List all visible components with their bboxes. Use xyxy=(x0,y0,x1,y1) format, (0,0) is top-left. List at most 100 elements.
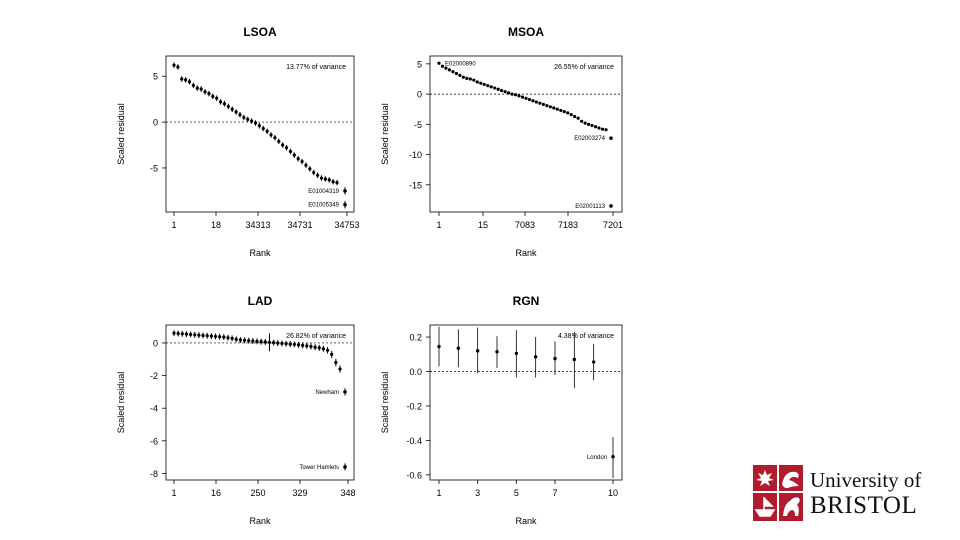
lsoa-data-point xyxy=(292,153,296,157)
lsoa-data-point xyxy=(323,177,327,181)
lsoa-data-point xyxy=(250,119,254,123)
rgn-x-tick-label: 5 xyxy=(514,488,519,498)
lad-data-point xyxy=(284,342,288,346)
msoa-x-axis-label: Rank xyxy=(515,248,537,258)
lad-data-point xyxy=(201,333,205,338)
msoa-data-point xyxy=(520,95,525,99)
msoa-y-tick-label: -15 xyxy=(409,180,422,190)
lad-data-point xyxy=(313,345,317,349)
rgn-y-tick-label: -0.2 xyxy=(406,401,422,411)
lad-data-point xyxy=(325,348,330,352)
msoa-data-point xyxy=(534,100,539,104)
lad-data-point xyxy=(276,341,280,345)
lsoa-data-point xyxy=(246,117,250,121)
logo-wordmark: University of BRISTOL xyxy=(810,470,921,519)
msoa-data-point xyxy=(503,90,507,94)
lad-outlier-point xyxy=(343,390,347,394)
lsoa-data-point xyxy=(203,90,207,94)
msoa-data-point xyxy=(500,88,504,93)
lsoa-data-point xyxy=(327,178,331,182)
msoa-y-tick-label: -5 xyxy=(414,120,422,130)
rgn-data-point xyxy=(514,351,519,356)
lad-data-point xyxy=(292,342,296,347)
lsoa-data-point xyxy=(253,121,258,125)
lad-data-point xyxy=(338,367,342,371)
msoa-x-tick-label: 7183 xyxy=(558,220,578,230)
rgn-data-point xyxy=(591,360,596,364)
msoa-data-point xyxy=(493,86,497,90)
crest-sun-icon xyxy=(756,470,774,486)
lsoa-data-point xyxy=(300,159,304,164)
rgn-data-point xyxy=(475,349,480,353)
rgn-data-point xyxy=(495,349,499,354)
lad-x-tick-label: 329 xyxy=(292,488,307,498)
msoa-data-point xyxy=(590,123,594,128)
rgn-x-axis-label: Rank xyxy=(515,516,537,526)
lad-data-point xyxy=(296,343,301,347)
rgn-outlier-label: London xyxy=(587,455,607,461)
lsoa-data-point xyxy=(215,96,219,100)
lad-data-point xyxy=(222,335,226,339)
rgn-title: RGN xyxy=(513,294,540,308)
lsoa-data-point xyxy=(180,77,184,81)
msoa-y-axis-label: Scaled residual xyxy=(380,103,390,165)
lad-data-point xyxy=(305,344,309,348)
msoa-data-point xyxy=(545,103,549,108)
lad-data-point xyxy=(218,335,222,339)
rgn-y-axis-label: Scaled residual xyxy=(380,372,390,434)
msoa-data-point xyxy=(593,125,598,129)
lad-data-point xyxy=(205,334,209,338)
msoa-data-point xyxy=(555,107,559,111)
lsoa-outlier-label: E01004319 xyxy=(308,189,339,195)
lsoa-data-point xyxy=(277,139,281,143)
lsoa-panel: LSOA 13.77% of variance 5 0 -5 Scaled residua… xyxy=(116,25,360,258)
lsoa-data-point xyxy=(265,129,269,133)
msoa-data-point xyxy=(580,119,584,123)
msoa-y-tick-label: -10 xyxy=(409,150,422,160)
lsoa-data-point xyxy=(315,173,320,177)
lad-data-point xyxy=(255,339,259,343)
lad-data-point xyxy=(280,341,284,346)
msoa-data-point xyxy=(583,121,587,125)
msoa-outlier-point xyxy=(609,136,613,141)
lad-y-tick-label: -4 xyxy=(150,404,158,414)
lsoa-y-tick-label: 0 xyxy=(153,118,158,128)
lsoa-data-point xyxy=(176,65,180,69)
lsoa-x-tick-label: 34753 xyxy=(334,220,359,230)
msoa-data-point xyxy=(604,128,608,132)
lad-x-tick-label: 348 xyxy=(340,488,355,498)
rgn-y-tick-label: 0.0 xyxy=(409,367,422,377)
lsoa-title: LSOA xyxy=(243,25,277,39)
msoa-data-point xyxy=(548,105,552,109)
msoa-outlier-point xyxy=(609,204,613,208)
lsoa-data-point xyxy=(230,107,234,111)
lad-outlier-label: Newham xyxy=(315,390,339,396)
lad-data-point xyxy=(242,338,247,342)
lsoa-data-point xyxy=(319,176,324,180)
lsoa-plot-frame xyxy=(165,55,355,213)
msoa-data-point xyxy=(506,91,511,95)
lsoa-data-point xyxy=(269,133,273,137)
lsoa-data-point xyxy=(257,124,261,128)
msoa-outlier-label: E02003274 xyxy=(574,136,605,142)
lsoa-data-point xyxy=(199,87,203,91)
msoa-outlier-label: E02001113 xyxy=(575,204,605,210)
rgn-y-tick-label: 0.2 xyxy=(409,333,422,343)
lsoa-data-point xyxy=(242,115,246,120)
msoa-x-tick-label: 1 xyxy=(436,220,441,230)
lad-y-tick-label: -8 xyxy=(150,469,158,479)
lsoa-data-point xyxy=(184,78,188,82)
msoa-data-point xyxy=(458,73,462,77)
rgn-data-point xyxy=(553,356,557,361)
rgn-x-tick-label: 10 xyxy=(608,488,618,498)
lad-y-tick-label: 0 xyxy=(153,338,158,348)
msoa-x-tick-label: 7083 xyxy=(515,220,535,230)
crest-quarter-top-right xyxy=(779,465,803,491)
msoa-y-tick-label: 5 xyxy=(417,59,422,69)
msoa-data-point xyxy=(566,111,570,115)
lad-data-point xyxy=(334,360,338,365)
lad-data-point xyxy=(330,352,334,356)
rgn-outlier-point xyxy=(611,455,615,459)
logo-line-bristol: BRISTOL xyxy=(810,492,918,519)
lad-data-point xyxy=(301,343,305,347)
